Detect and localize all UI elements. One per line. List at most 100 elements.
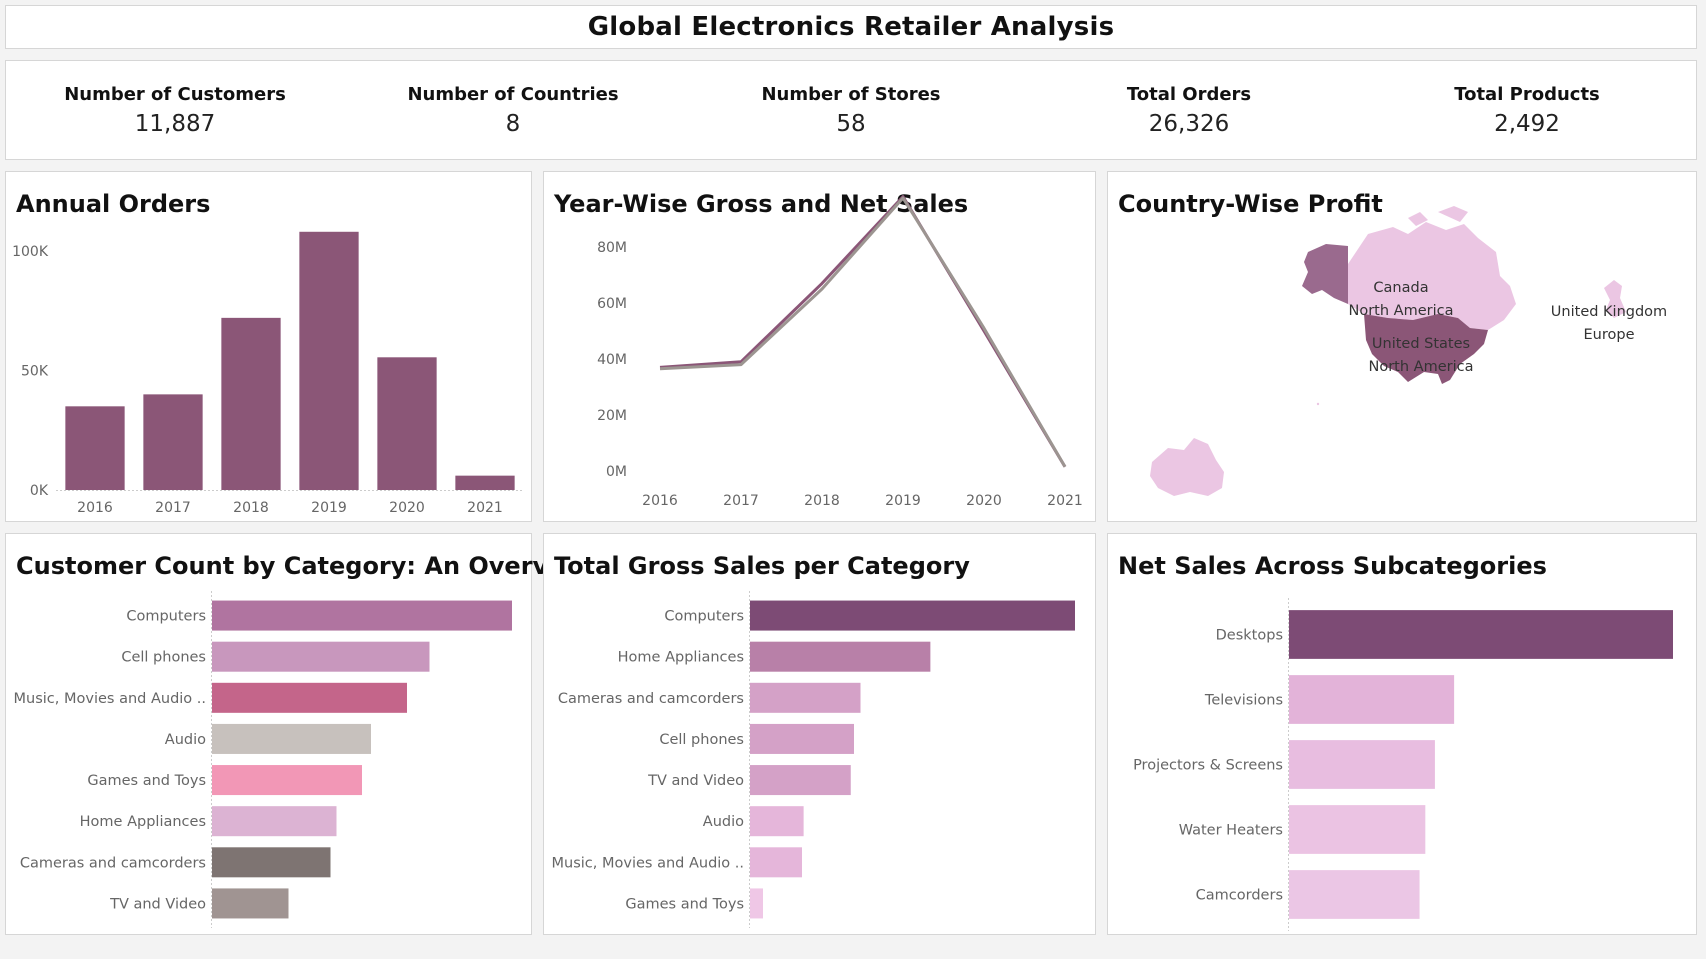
bar bbox=[212, 847, 331, 878]
y-tick-label: 50K bbox=[21, 363, 49, 379]
bar bbox=[212, 765, 362, 796]
category-label: Cell phones bbox=[659, 732, 744, 748]
x-tick-label: 2016 bbox=[642, 493, 678, 509]
category-label: Music, Movies and Audio .. bbox=[552, 855, 744, 871]
category-label: Audio bbox=[703, 814, 744, 830]
bar bbox=[212, 682, 407, 713]
bar bbox=[212, 723, 371, 754]
bar bbox=[750, 847, 802, 878]
category-label: TV and Video bbox=[109, 896, 206, 912]
bar bbox=[750, 723, 854, 754]
category-label: Desktops bbox=[1216, 628, 1283, 644]
bar bbox=[750, 600, 1075, 631]
category-label: Cameras and camcorders bbox=[20, 855, 206, 871]
category-label: Home Appliances bbox=[618, 650, 744, 666]
bar bbox=[221, 317, 281, 490]
kpi-label: Number of Stores bbox=[761, 83, 941, 105]
kpi-products: Total Products 2,492 bbox=[1358, 61, 1696, 159]
canada-island-shape bbox=[1408, 212, 1428, 226]
bar bbox=[750, 641, 931, 672]
bar bbox=[455, 475, 515, 490]
bar bbox=[377, 357, 437, 490]
kpi-label: Total Products bbox=[1454, 83, 1600, 105]
category-label: Cell phones bbox=[121, 650, 206, 666]
category-label: Computers bbox=[126, 609, 206, 625]
y-tick-label: 0K bbox=[30, 483, 49, 499]
chart-title: Net Sales Across Subcategories bbox=[1118, 552, 1547, 580]
category-label: Audio bbox=[165, 732, 206, 748]
bar bbox=[65, 406, 125, 490]
bar bbox=[1289, 870, 1420, 919]
annual-orders-panel: Annual Orders 0K 50K 100K 2016 2017 2018 2019 2… bbox=[5, 171, 532, 522]
y-tick-label: 40M bbox=[597, 352, 627, 368]
bar bbox=[143, 394, 203, 490]
bar bbox=[750, 888, 763, 919]
kpi-value: 8 bbox=[505, 110, 521, 137]
gross-sales-category-chart: Computers Home Appliances Cameras and camc… bbox=[552, 591, 1075, 928]
y-tick-label: 60M bbox=[597, 296, 627, 312]
bar bbox=[1289, 610, 1673, 659]
kpi-orders: Total Orders 26,326 bbox=[1020, 61, 1358, 159]
category-label: Camcorders bbox=[1196, 888, 1283, 904]
bar bbox=[750, 682, 861, 713]
x-tick-label: 2017 bbox=[155, 500, 191, 516]
chart-title: Annual Orders bbox=[16, 190, 211, 218]
united-kingdom-shape[interactable] bbox=[1604, 280, 1626, 318]
bar bbox=[212, 641, 430, 672]
bar bbox=[212, 806, 337, 837]
kpi-value: 11,887 bbox=[134, 110, 216, 137]
y-tick-label: 100K bbox=[12, 244, 49, 260]
kpi-label: Number of Countries bbox=[407, 83, 619, 105]
bar bbox=[1289, 740, 1435, 789]
continent-label: North America bbox=[1369, 359, 1474, 375]
canada-shape[interactable] bbox=[1348, 222, 1516, 330]
y-tick-label: 80M bbox=[597, 240, 627, 256]
customer-count-panel: Customer Count by Category: An Overview … bbox=[5, 533, 595, 935]
country-profit-panel: Country-Wise Profit Canada North America U… bbox=[1107, 171, 1697, 522]
category-label: Televisions bbox=[1204, 693, 1283, 709]
category-label: Cameras and camcorders bbox=[558, 691, 744, 707]
country-profit-map: Canada North America United States North Am… bbox=[1150, 206, 1667, 496]
customer-count-chart: Computers Cell phones Music, Movies and Au… bbox=[14, 591, 512, 928]
continent-label: Europe bbox=[1584, 327, 1635, 343]
gross-net-sales-chart: 0M 20M 40M 60M 80M 2016 2017 2018 2019 2020 2021 bbox=[597, 195, 1083, 509]
category-label: TV and Video bbox=[647, 773, 744, 789]
kpi-countries: Number of Countries 8 bbox=[344, 61, 682, 159]
kpi-label: Total Orders bbox=[1126, 83, 1252, 105]
kpi-bar: Number of Customers 11,887 Number of Cou… bbox=[5, 60, 1697, 160]
small-island-dot bbox=[1316, 402, 1320, 406]
x-tick-label: 2019 bbox=[885, 493, 921, 509]
kpi-value: 2,492 bbox=[1494, 110, 1560, 137]
category-label: Computers bbox=[664, 609, 744, 625]
bar bbox=[750, 765, 851, 796]
gross-sales-category-panel: Total Gross Sales per Category Computers… bbox=[543, 533, 1096, 935]
bar bbox=[212, 888, 289, 919]
x-tick-label: 2018 bbox=[233, 500, 269, 516]
country-label: United Kingdom bbox=[1551, 304, 1667, 320]
category-label: Water Heaters bbox=[1179, 823, 1283, 839]
continent-label: North America bbox=[1349, 303, 1454, 319]
x-tick-label: 2019 bbox=[311, 500, 347, 516]
chart-title: Customer Count by Category: An Overview bbox=[16, 552, 595, 580]
y-tick-label: 20M bbox=[597, 408, 627, 424]
united-states-shape[interactable] bbox=[1364, 314, 1488, 384]
x-tick-label: 2021 bbox=[467, 500, 503, 516]
series-line bbox=[659, 196, 1067, 468]
y-tick-label: 0M bbox=[606, 464, 627, 480]
bar bbox=[1289, 675, 1455, 724]
category-label: Music, Movies and Audio .. bbox=[14, 691, 206, 707]
bar bbox=[750, 806, 804, 837]
canada-island-shape bbox=[1438, 206, 1468, 222]
gross-net-sales-panel: Year-Wise Gross and Net Sales 0M 20M 40M 60… bbox=[543, 171, 1096, 522]
x-tick-label: 2020 bbox=[389, 500, 425, 516]
australia-shape bbox=[1150, 438, 1224, 496]
country-label: Canada bbox=[1373, 280, 1428, 296]
series-line bbox=[659, 195, 1067, 468]
x-tick-label: 2018 bbox=[804, 493, 840, 509]
kpi-customers: Number of Customers 11,887 bbox=[6, 61, 344, 159]
kpi-stores: Number of Stores 58 bbox=[682, 61, 1020, 159]
category-label: Projectors & Screens bbox=[1133, 758, 1283, 774]
category-label: Games and Toys bbox=[625, 896, 744, 912]
bar bbox=[299, 231, 359, 491]
x-tick-label: 2021 bbox=[1047, 493, 1083, 509]
